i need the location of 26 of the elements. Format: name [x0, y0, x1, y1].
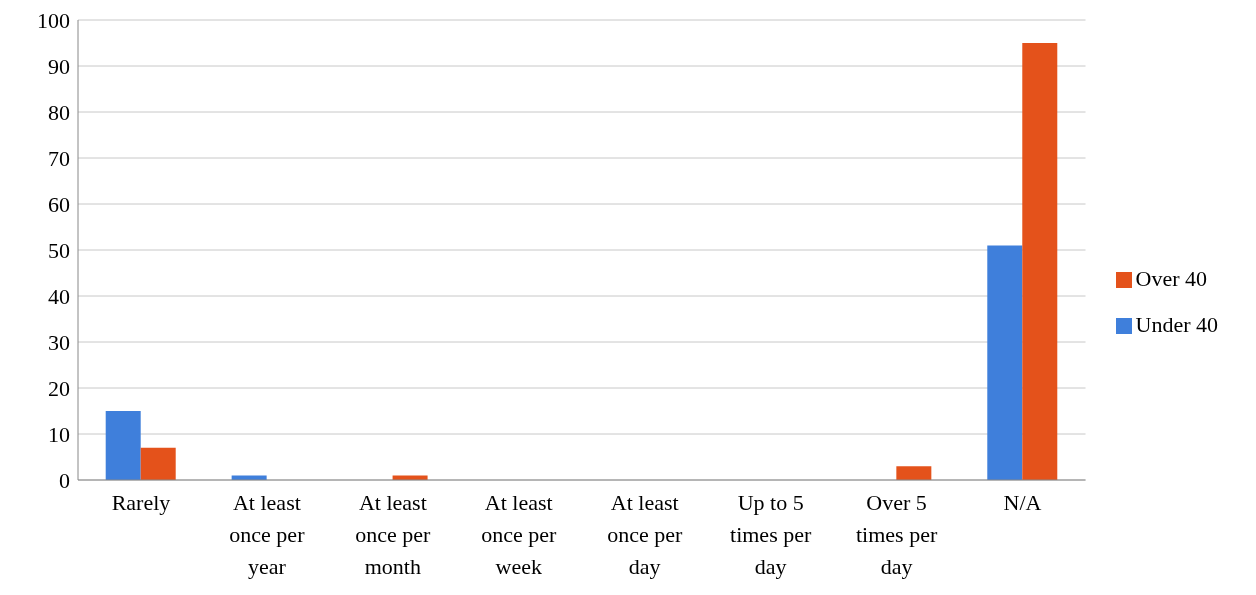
y-tick-label: 40 [48, 283, 70, 309]
bar [140, 447, 176, 480]
bar [896, 466, 932, 480]
x-tick-label: Rarely [111, 490, 171, 515]
y-tick-label: 60 [48, 191, 70, 217]
x-tick-label: At least once per year [229, 490, 306, 579]
bar [987, 245, 1023, 480]
x-tick-label: Over 5 times per day [855, 490, 938, 579]
y-tick-label: 80 [48, 99, 70, 125]
bar [105, 411, 141, 480]
legend-label: Over 40 [1135, 265, 1207, 291]
x-tick-label: N/A [1003, 490, 1042, 515]
y-tick-label: 30 [48, 329, 70, 355]
y-tick-label: 70 [48, 145, 70, 171]
legend-label: Under 40 [1135, 311, 1218, 337]
y-tick-label: 100 [37, 7, 70, 33]
y-tick-label: 20 [48, 375, 70, 401]
y-tick-label: 90 [48, 53, 70, 79]
x-tick-label: Up to 5 times per day [730, 490, 812, 579]
x-tick-label: At least once per week [481, 490, 558, 579]
x-tick-label: At least once per month [355, 490, 432, 579]
y-tick-label: 50 [48, 237, 70, 263]
bar [1022, 43, 1058, 480]
x-tick-label: At least once per day [607, 490, 683, 579]
y-tick-label: 10 [48, 421, 70, 447]
y-tick-label: 0 [59, 467, 70, 493]
